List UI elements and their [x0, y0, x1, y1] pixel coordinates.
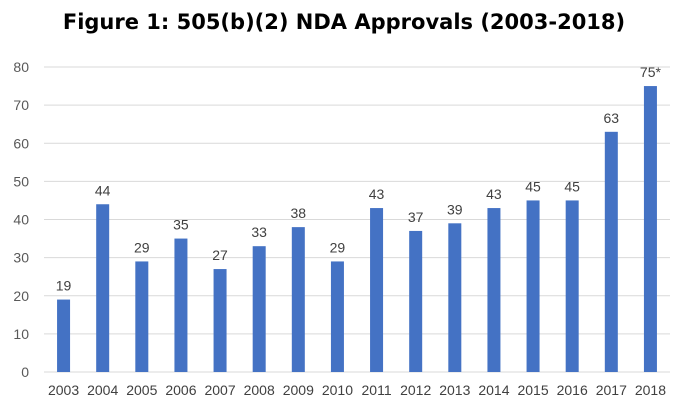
data-label-2009: 38 — [291, 205, 307, 221]
data-label-2005: 29 — [134, 239, 150, 255]
data-label-2007: 27 — [212, 247, 228, 263]
data-label-2013: 39 — [447, 201, 463, 217]
x-axis-labels: 2003 2004 2005 2006 2007 2008 2009 2010 2011 2012… — [48, 382, 666, 398]
bar-2015 — [526, 200, 540, 372]
y-tick-label: 0 — [21, 364, 29, 380]
data-label-2015: 45 — [525, 178, 541, 194]
x-tick-label-2015: 2015 — [517, 382, 548, 398]
bar-2013 — [448, 223, 462, 372]
y-tick-label: 50 — [13, 173, 29, 189]
data-label-2017: 63 — [604, 110, 620, 126]
gridlines — [44, 66, 670, 373]
x-tick-label-2017: 2017 — [596, 382, 627, 398]
y-tick-label: 20 — [13, 288, 29, 304]
x-tick-label-2010: 2010 — [322, 382, 353, 398]
y-tick-label: 30 — [13, 250, 29, 266]
bar-2004 — [96, 204, 110, 372]
bar-2007 — [213, 269, 227, 372]
data-label-2003: 19 — [56, 278, 72, 294]
x-tick-label-2012: 2012 — [400, 382, 431, 398]
data-label-2012: 37 — [408, 209, 424, 225]
x-tick-label-2016: 2016 — [557, 382, 588, 398]
bar-2009 — [291, 227, 305, 372]
x-tick-label-2006: 2006 — [165, 382, 196, 398]
data-label-2006: 35 — [173, 217, 189, 233]
bar-2006 — [174, 238, 188, 372]
data-label-2011: 43 — [369, 186, 385, 202]
y-axis-ticks: 0 10 20 30 40 50 60 70 80 — [13, 59, 29, 380]
bar-2016 — [565, 200, 579, 372]
x-tick-label-2013: 2013 — [439, 382, 470, 398]
chart-title: Figure 1: 505(b)(2) NDA Approvals (2003-… — [62, 10, 626, 34]
x-tick-label-2003: 2003 — [48, 382, 79, 398]
bar-2010 — [330, 261, 344, 372]
data-label-2010: 29 — [330, 239, 346, 255]
x-tick-label-2005: 2005 — [126, 382, 157, 398]
x-tick-label-2014: 2014 — [478, 382, 509, 398]
y-tick-label: 60 — [13, 135, 29, 151]
bar-2018 — [643, 86, 657, 372]
bar-2012 — [409, 230, 423, 372]
bar-2003 — [57, 299, 71, 372]
x-tick-label-2018: 2018 — [635, 382, 666, 398]
data-label-2018: 75* — [640, 64, 662, 80]
bar-2017 — [604, 131, 618, 372]
bars — [57, 86, 657, 372]
data-label-2008: 33 — [251, 224, 267, 240]
x-tick-label-2004: 2004 — [87, 382, 118, 398]
y-tick-label: 10 — [13, 326, 29, 342]
bar-2008 — [252, 246, 266, 372]
bar-2014 — [487, 208, 501, 372]
bar-2005 — [135, 261, 149, 372]
x-tick-label-2008: 2008 — [244, 382, 275, 398]
data-label-2016: 45 — [564, 178, 580, 194]
data-labels: 19 44 29 35 27 33 38 29 43 37 39 43 45 45 63 75* — [56, 64, 662, 294]
data-label-2014: 43 — [486, 186, 502, 202]
bar-2011 — [370, 208, 384, 372]
y-tick-label: 80 — [13, 59, 29, 75]
x-tick-label-2009: 2009 — [283, 382, 314, 398]
y-tick-label: 70 — [13, 97, 29, 113]
data-label-2004: 44 — [95, 182, 111, 198]
y-tick-label: 40 — [13, 212, 29, 228]
x-tick-label-2011: 2011 — [362, 382, 392, 398]
x-tick-label-2007: 2007 — [204, 382, 235, 398]
